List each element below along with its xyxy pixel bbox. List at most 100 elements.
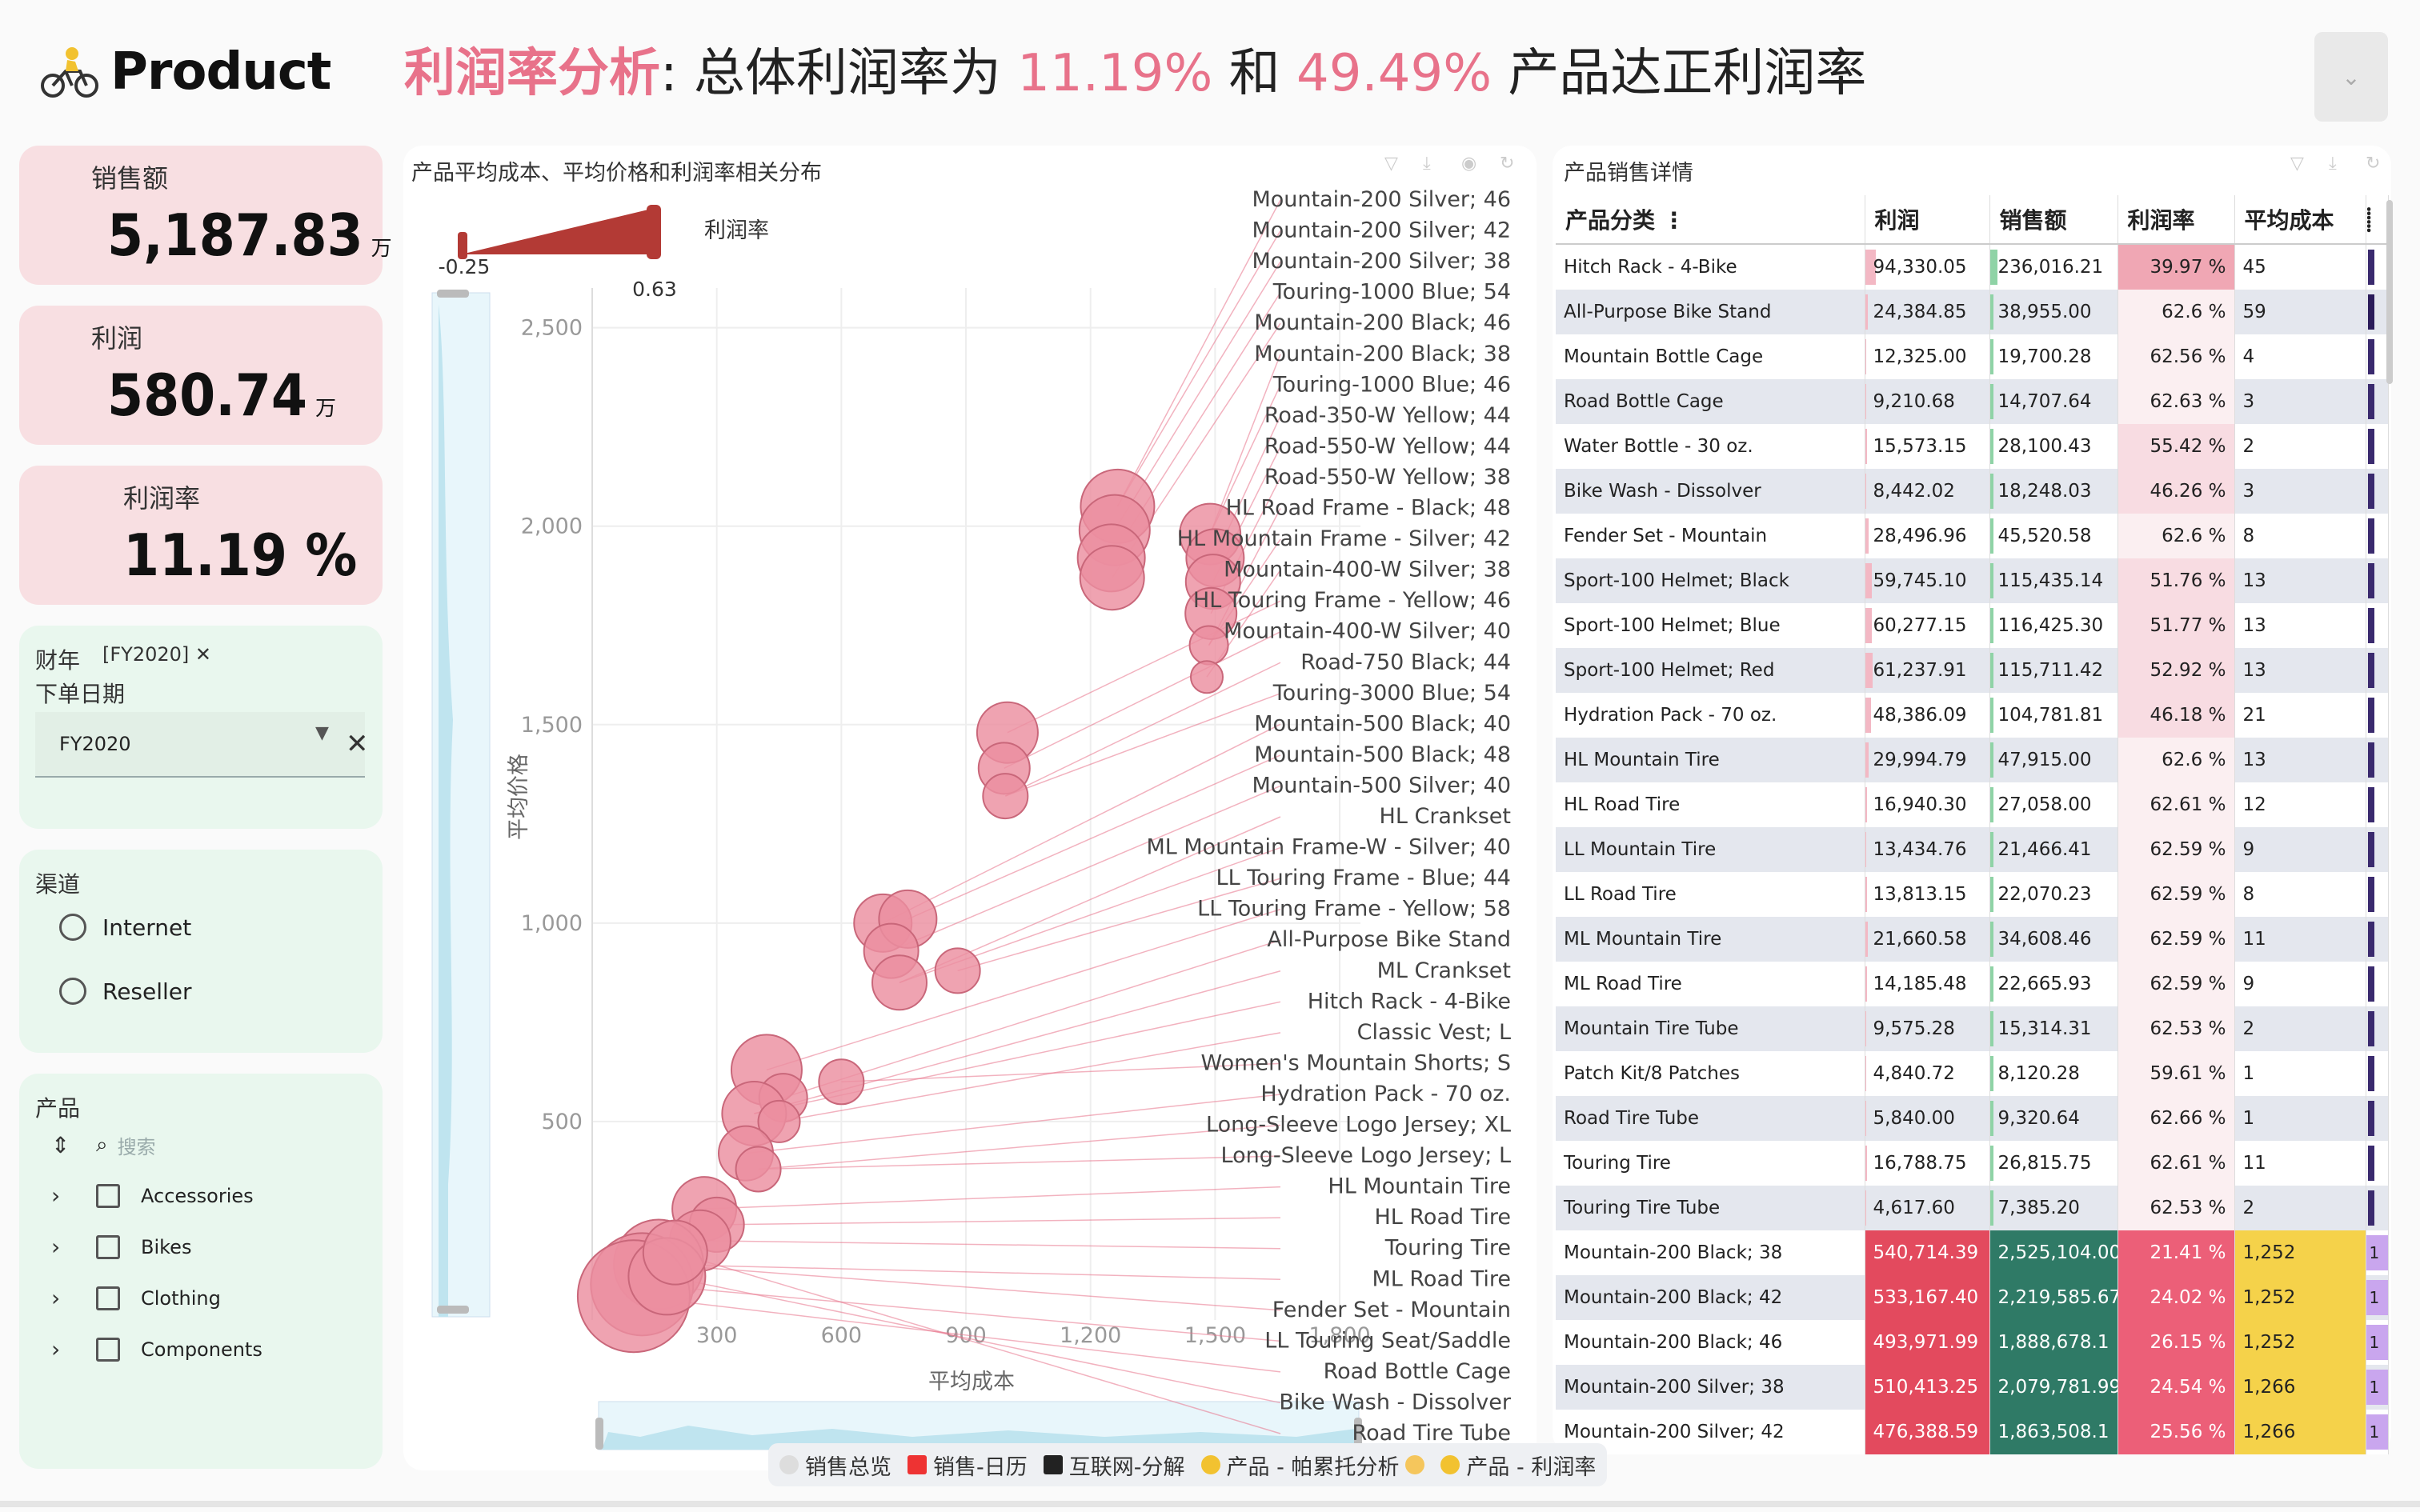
column-header-profit[interactable]: 利润	[1865, 195, 1990, 245]
scatter-point[interactable]	[818, 1058, 865, 1106]
refresh-icon[interactable]: ↻	[2366, 154, 2381, 174]
table-row[interactable]: Road Tire Tube 5,840.00 9,320.64 62.66 % 1	[1556, 1096, 2389, 1141]
table-row[interactable]: Fender Set - Mountain 28,496.96 45,520.58 6…	[1556, 514, 2389, 558]
table-row[interactable]: Mountain-200 Black; 38 540,714.39 2,525,10…	[1556, 1230, 2389, 1275]
table-row[interactable]: LL Mountain Tire 13,434.76 21,466.41 62.59 …	[1556, 827, 2389, 872]
scatter-point[interactable]	[1188, 625, 1229, 666]
checkbox[interactable]	[96, 1234, 120, 1259]
cell-extra-value: 1	[2366, 1325, 2387, 1360]
radio-icon[interactable]	[59, 914, 86, 941]
cell-extra: 1	[2366, 1230, 2389, 1275]
chevron-right-icon[interactable]: ›	[51, 1234, 61, 1260]
chevron-right-icon[interactable]: ›	[51, 1336, 61, 1362]
table-row[interactable]: Mountain Tire Tube 9,575.28 15,314.31 62.53…	[1556, 1006, 2389, 1051]
scatter-point[interactable]	[1190, 660, 1224, 694]
column-header-more[interactable]: ⸽	[2366, 195, 2389, 245]
checkbox[interactable]	[96, 1286, 120, 1310]
tree-item-accessories[interactable]: › Accessories	[51, 1182, 254, 1209]
cell-revenue: 8,120.28	[1989, 1051, 2118, 1096]
table-row[interactable]: Mountain-200 Black; 42 533,167.40 2,219,58…	[1556, 1275, 2389, 1320]
scatter-point[interactable]	[757, 1099, 801, 1143]
scatter-point[interactable]	[1079, 545, 1145, 611]
camera-icon[interactable]: ◉	[1461, 154, 1477, 174]
fiscal-chip[interactable]: [FY2020] ✕	[102, 643, 212, 666]
tab-sales-overview[interactable]: 销售总览	[779, 1450, 891, 1481]
scatter-point[interactable]	[982, 773, 1029, 820]
filter-icon[interactable]: ▽	[1384, 154, 1398, 174]
tab-internet-breakdown[interactable]: 互联网-分解	[1043, 1450, 1185, 1481]
column-header-category[interactable]: 产品分类 ⋮	[1556, 195, 1865, 245]
caret-down-icon[interactable]: ▼	[315, 723, 329, 743]
column-header-revenue[interactable]: 销售额	[1989, 195, 2118, 245]
filter-icon[interactable]: ▽	[2290, 154, 2304, 174]
fiscal-year-select[interactable]: FY2020 ▼ ✕	[35, 712, 369, 778]
x-axis-title: 平均成本	[928, 1370, 1015, 1394]
chevron-right-icon[interactable]: ›	[51, 1182, 61, 1209]
chevron-right-icon[interactable]: ›	[51, 1285, 61, 1311]
scatter-point[interactable]	[871, 954, 928, 1011]
expand-collapse-icon[interactable]: ⇕	[51, 1132, 70, 1158]
legend-handle[interactable]	[458, 232, 467, 259]
table-row[interactable]: Mountain-200 Black; 46 493,971.99 1,888,67…	[1556, 1320, 2389, 1365]
table-scrollbar[interactable]	[2386, 200, 2393, 384]
cell-category: Mountain-200 Silver; 38	[1556, 1365, 1865, 1410]
checkbox[interactable]	[96, 1337, 120, 1362]
table-row[interactable]: Mountain Bottle Cage 12,325.00 19,700.28 62…	[1556, 334, 2389, 379]
cell-profit-value: 540,714.39	[1873, 1242, 1979, 1263]
clear-icon[interactable]: ✕	[346, 728, 369, 760]
table-row[interactable]: HL Road Tire 16,940.30 27,058.00 62.61 % 12	[1556, 782, 2389, 827]
tree-item-clothing[interactable]: › Clothing	[51, 1285, 221, 1311]
table-row[interactable]: LL Road Tire 13,813.15 22,070.23 62.59 % 8	[1556, 872, 2389, 917]
table-row[interactable]: ML Mountain Tire 21,660.58 34,608.46 62.59 …	[1556, 917, 2389, 962]
column-header-margin[interactable]: 利润率	[2118, 195, 2235, 245]
tab-product-margin[interactable]: 产品 - 利润率	[1440, 1450, 1596, 1481]
profit-databar	[1865, 698, 1871, 733]
table-row[interactable]: All-Purpose Bike Stand 24,384.85 38,955.00…	[1556, 290, 2389, 334]
refresh-icon[interactable]: ↻	[1500, 154, 1515, 174]
table-row[interactable]: ML Road Tire 14,185.48 22,665.93 62.59 % 9	[1556, 962, 2389, 1006]
column-header-avg-cost[interactable]: 平均成本	[2234, 195, 2366, 245]
tab-sales-calendar[interactable]: 销售-日历	[908, 1450, 1028, 1481]
menu-toggle-button[interactable]: ⌄	[2314, 32, 2388, 122]
table-row[interactable]: Mountain-200 Silver; 42 476,388.59 1,863,5…	[1556, 1410, 2389, 1454]
legend-handle[interactable]	[647, 205, 661, 259]
radio-icon[interactable]	[59, 978, 86, 1005]
table-row[interactable]: Touring Tire 16,788.75 26,815.75 62.61 % 11	[1556, 1141, 2389, 1186]
table-row[interactable]: Sport-100 Helmet; Blue 60,277.15 116,425.3…	[1556, 603, 2389, 648]
table-row[interactable]: Hitch Rack - 4-Bike 94,330.05 236,016.21 39…	[1556, 244, 2389, 290]
table-row[interactable]: Touring Tire Tube 4,617.60 7,385.20 62.53 %…	[1556, 1186, 2389, 1230]
profit-databar	[1865, 653, 1873, 688]
x-zoom-handle-right[interactable]	[1354, 1418, 1362, 1450]
cell-avg-cost: 1,252	[2234, 1230, 2366, 1275]
y-zoom-handle-top[interactable]	[437, 290, 469, 298]
cell-extra	[2366, 1141, 2389, 1186]
table-row[interactable]: Sport-100 Helmet; Black 59,745.10 115,435.…	[1556, 558, 2389, 603]
scatter-point[interactable]	[642, 1219, 708, 1286]
table-row[interactable]: Bike Wash - Dissolver 8,442.02 18,248.03 46…	[1556, 469, 2389, 514]
table-row[interactable]: HL Mountain Tire 29,994.79 47,915.00 62.6 %…	[1556, 738, 2389, 782]
channel-option-internet[interactable]: Internet	[59, 914, 191, 941]
scatter-point[interactable]	[934, 947, 981, 994]
checkbox[interactable]	[96, 1183, 120, 1208]
channel-option-reseller[interactable]: Reseller	[59, 978, 192, 1005]
table-row[interactable]: Water Bottle - 30 oz. 15,573.15 28,100.43 5…	[1556, 424, 2389, 469]
table-row[interactable]: Sport-100 Helmet; Red 61,237.91 115,711.42…	[1556, 648, 2389, 693]
table-row[interactable]: Patch Kit/8 Patches 4,840.72 8,120.28 59.61…	[1556, 1051, 2389, 1096]
cell-extra	[2366, 334, 2389, 379]
tree-item-components[interactable]: › Components	[51, 1336, 262, 1362]
table-row[interactable]: Road Bottle Cage 9,210.68 14,707.64 62.63 %…	[1556, 379, 2389, 424]
y-tick-label: 2,500	[521, 316, 583, 341]
revenue-databar	[1989, 1011, 1994, 1046]
tab-product-pareto[interactable]: 产品 - 帕累托分析	[1200, 1450, 1425, 1481]
scatter-point[interactable]	[735, 1146, 782, 1193]
download-icon[interactable]: ⤓	[1423, 154, 1431, 174]
search-input[interactable]: 搜索	[117, 1136, 156, 1158]
table-row[interactable]: Mountain-200 Silver; 38 510,413.25 2,079,7…	[1556, 1365, 2389, 1410]
y-zoom-handle-bottom[interactable]	[437, 1306, 469, 1314]
table-row[interactable]: Hydration Pack - 70 oz. 48,386.09 104,781.…	[1556, 693, 2389, 738]
profit-databar	[1865, 608, 1873, 643]
cell-revenue-value: 9,320.64	[1997, 1108, 2080, 1129]
tree-item-bikes[interactable]: › Bikes	[51, 1234, 191, 1260]
x-zoom-handle-left[interactable]	[595, 1418, 603, 1450]
download-icon[interactable]: ⤓	[2329, 154, 2337, 174]
